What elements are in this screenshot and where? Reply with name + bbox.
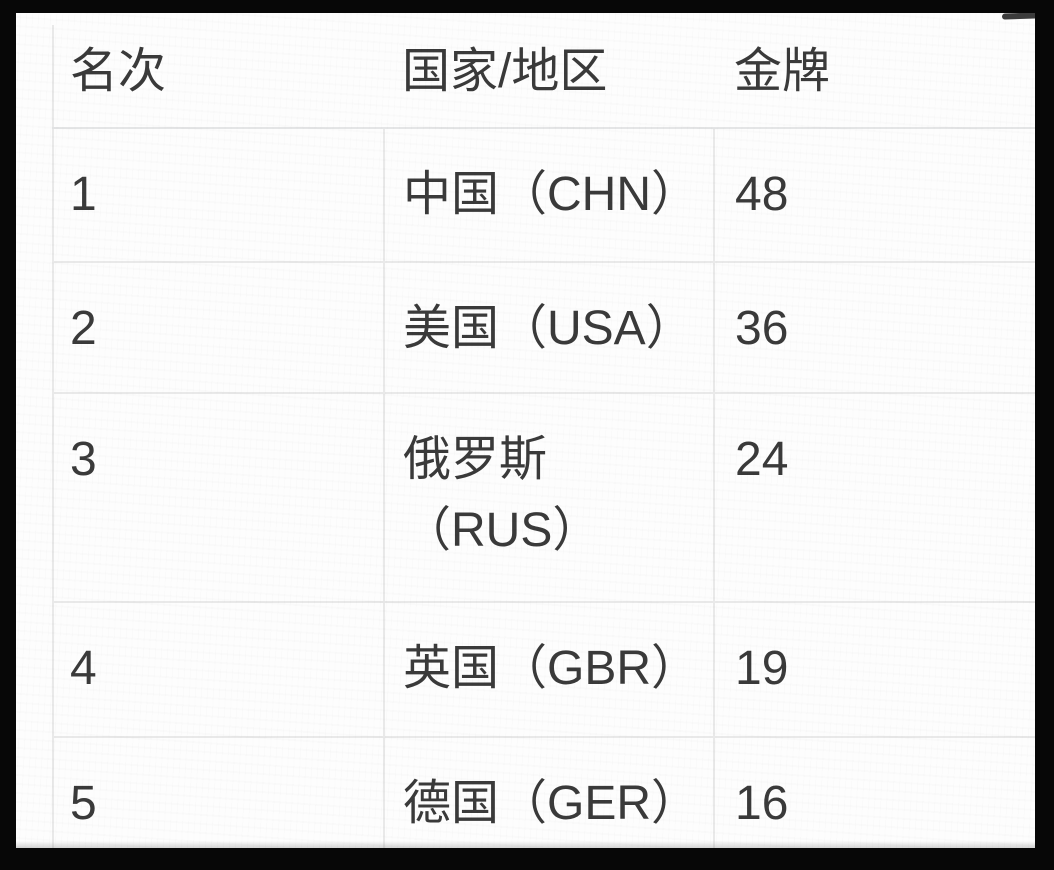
column-header-rank: 名次: [53, 25, 384, 129]
cell-country: 英国（GBR）: [383, 601, 714, 737]
cell-gold: 24: [713, 392, 1035, 602]
cell-country: 俄罗斯 （RUS）: [383, 392, 714, 602]
cell-rank: 4: [53, 601, 384, 737]
page-background: 名次 国家/地区 金牌 1 中国（CHN） 48 2 美国（USA） 36 3 …: [16, 13, 1035, 848]
cell-gold: 16: [713, 736, 1035, 848]
cell-rank: 1: [70, 168, 97, 221]
photo-edge-artifact: [1001, 13, 1035, 20]
table-row: 4 英国（GBR） 19: [53, 601, 1035, 737]
cell-gold: 19: [713, 601, 1035, 737]
column-header-gold: 金牌: [714, 25, 1035, 129]
table-row: 1 中国（CHN） 48: [53, 128, 1035, 262]
cell-gold: 48: [713, 128, 1035, 262]
cell-rank: 2: [53, 261, 384, 393]
cell-rank: 3: [53, 392, 384, 602]
table-row: 2 美国（USA） 36: [53, 261, 1035, 393]
cell-country: 中国（CHN）: [383, 128, 714, 262]
cell-country: 美国（USA）: [383, 261, 714, 393]
cell-rank: 5: [53, 736, 384, 848]
medal-table: 名次 国家/地区 金牌 1 中国（CHN） 48 2 美国（USA） 36 3 …: [52, 25, 1035, 848]
column-header-country: 国家/地区: [384, 25, 714, 129]
torn-bottom-edge: [16, 841, 1035, 848]
table-row: 3 俄罗斯 （RUS） 24: [53, 392, 1035, 602]
cell-country: 德国（GER）: [383, 736, 714, 848]
cell-gold: 36: [713, 261, 1035, 393]
table-row: 5 德国（GER） 16: [53, 736, 1035, 848]
header-row: 名次 国家/地区 金牌: [53, 25, 1035, 129]
